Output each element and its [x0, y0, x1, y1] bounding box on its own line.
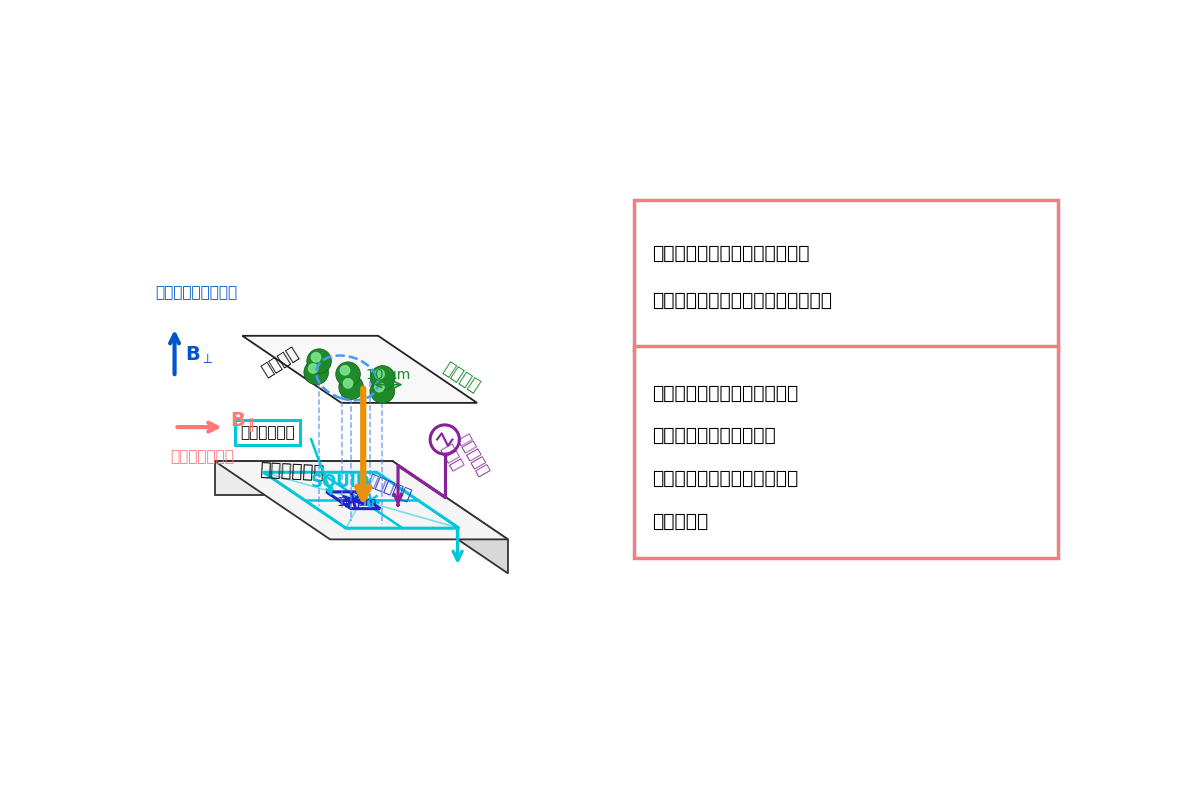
Circle shape	[336, 362, 360, 386]
Circle shape	[308, 364, 318, 373]
Circle shape	[374, 382, 384, 392]
Text: $\mathbf{B}_\parallel$: $\mathbf{B}_\parallel$	[230, 410, 254, 434]
Circle shape	[311, 353, 320, 362]
Text: 超伝導磁束量子ビットにより: 超伝導磁束量子ビットにより	[652, 383, 798, 402]
Polygon shape	[215, 461, 508, 539]
Text: 検出・定量: 検出・定量	[652, 512, 708, 531]
Text: $\mathbf{B}_\perp$: $\mathbf{B}_\perp$	[185, 345, 214, 366]
FancyBboxPatch shape	[635, 200, 1057, 350]
FancyBboxPatch shape	[635, 346, 1057, 558]
Text: マイクロ波
ライン: マイクロ波 ライン	[438, 432, 491, 489]
Circle shape	[304, 360, 329, 385]
Text: 神経細胞中の鉄イオンを: 神経細胞中の鉄イオンを	[652, 426, 775, 446]
Text: 単一細胞相当の空間分解能で: 単一細胞相当の空間分解能で	[652, 469, 798, 488]
Text: パリレン: パリレン	[258, 343, 302, 380]
Text: スピン偏極磁場: スピン偏極磁場	[170, 449, 234, 464]
Polygon shape	[392, 461, 508, 574]
Text: 量子ビット制御磁場: 量子ビット制御磁場	[155, 285, 238, 300]
Circle shape	[374, 370, 384, 378]
Text: 10 μm: 10 μm	[337, 496, 377, 509]
Text: 読み出し回路: 読み出し回路	[240, 425, 295, 440]
Text: シリコン基板: シリコン基板	[259, 462, 325, 482]
Polygon shape	[215, 461, 392, 495]
Text: 従来型の装置では細胞単位での: 従来型の装置では細胞単位での	[652, 244, 810, 263]
Circle shape	[341, 366, 349, 375]
Circle shape	[343, 378, 353, 388]
Text: 量子ビット: 量子ビット	[365, 472, 413, 503]
Circle shape	[338, 375, 364, 399]
Text: SQUID: SQUID	[311, 473, 370, 490]
Text: 10 μm: 10 μm	[366, 368, 410, 382]
Circle shape	[370, 378, 395, 403]
Polygon shape	[242, 336, 478, 403]
Text: 神経細胞: 神経細胞	[439, 358, 482, 395]
Circle shape	[307, 349, 331, 374]
Circle shape	[371, 366, 395, 390]
Text: 磁化測定・電子スピン共鳴は難しい: 磁化測定・電子スピン共鳴は難しい	[652, 291, 832, 310]
